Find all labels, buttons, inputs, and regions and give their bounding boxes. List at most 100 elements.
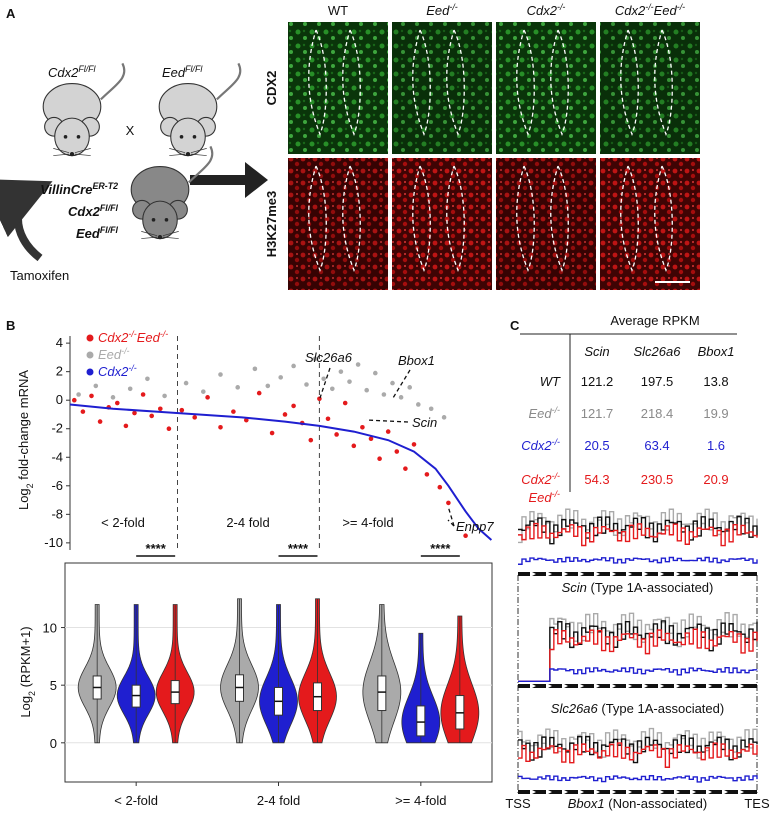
micrograph [496,158,596,290]
point [201,389,206,394]
panel-label: C [510,318,520,333]
point [364,387,370,393]
legend-label: Cdx2-/- [98,363,137,379]
gene-arrow [594,683,600,689]
mouse-eye [192,135,197,139]
mouse-tail [216,62,242,101]
point [205,395,210,400]
point [123,423,129,429]
panel-label: B [6,318,15,333]
text-part: Bbox1 [568,796,605,811]
annotation: Bbox1 [398,353,435,368]
crypt-outline [654,165,673,272]
gene-arrow [610,683,616,689]
point [93,383,99,389]
text-part: Scin [562,580,587,595]
row-label: CDX2 [264,71,279,106]
point [304,382,309,387]
text-part: Slc26a6 [551,701,599,716]
point [269,430,275,436]
text-part: Log [16,488,31,510]
text-part: Log [18,696,33,718]
point [145,376,150,382]
text-part: WT [328,3,348,18]
mouse-whiskers [141,231,179,239]
tss-label: TSS [505,796,531,811]
mouse-nose [69,151,75,157]
row-label: Cdx2-/- [521,437,560,453]
y-tick-label: 0 [56,392,63,407]
micrograph-shade [600,158,700,290]
text-part: -/- [128,363,136,373]
coverage-track [518,735,758,764]
point [291,363,296,369]
legend-label: Cdx2-/-Eed-/- [98,329,168,345]
micrograph [496,22,596,154]
gene-arrow [690,789,696,795]
point [149,413,154,419]
gene-arrow [738,571,744,577]
gene-arrow [658,683,664,689]
point [446,500,451,506]
crypt-outline [308,29,327,136]
legend-label: Eed-/- [98,346,130,362]
crypt-outline [550,165,569,272]
text-part: Fl/Fl [185,64,203,74]
text-part: Eed [137,330,161,345]
y-tick-label: 2 [56,364,63,379]
point [158,406,163,412]
box [416,705,426,737]
gene-arrow [594,571,600,577]
point [282,412,288,417]
gene-arrow [562,789,568,795]
micrograph-shade [288,22,388,154]
gene-arrow [578,789,584,795]
gene-arrow [530,571,536,577]
point [334,432,339,437]
point [330,386,335,392]
genotype-label: Cdx2Fl/Fl [68,203,118,219]
text-part: -/- [160,329,168,339]
crypt-outline [412,29,431,136]
text-part: Cdx2 [98,364,129,379]
table-cell: 19.9 [703,406,728,421]
point [441,415,447,420]
text-part: -/- [128,329,136,339]
y-axis-label: Log2 fold-change mRNA [16,370,35,510]
crypt-outline [412,165,431,272]
point [162,393,167,399]
text-part: Cdx2 [98,330,129,345]
micrograph-shade [392,158,492,290]
micrograph-shade [496,158,596,290]
coverage-track [518,775,758,783]
point [338,369,344,374]
point [317,396,322,402]
point [407,385,413,390]
text-part: Cdx2 [521,472,552,487]
point [132,410,137,416]
text-part: (Type 1A-associated) [587,580,713,595]
gene-arrow [674,683,680,689]
table-cell: 13.8 [703,374,728,389]
track-caption: Scin (Type 1A-associated) [562,580,714,595]
text-part: -/- [552,489,560,499]
point [390,380,395,386]
point [428,406,434,412]
y-tick-label: 10 [43,621,57,636]
significance-label: **** [288,541,309,556]
region-label: 2-4 fold [226,515,269,530]
point [373,370,378,376]
annotation: Slc26a6 [305,350,353,365]
table-cell: 54.3 [584,472,609,487]
text-part: Eed [529,490,553,505]
text-part: (Type 1A-associated) [598,701,724,716]
row-label: H3K27me3 [264,191,279,258]
track-caption: Slc26a6 (Type 1A-associated) [551,701,724,716]
mouse-whiskers [169,148,207,156]
gene-arrow [722,571,728,577]
text-part: fold-change mRNA [16,370,31,484]
text-part: Eed [529,406,553,421]
point [192,415,197,420]
crypt-outline [516,29,535,136]
mouse-eye [151,218,156,222]
